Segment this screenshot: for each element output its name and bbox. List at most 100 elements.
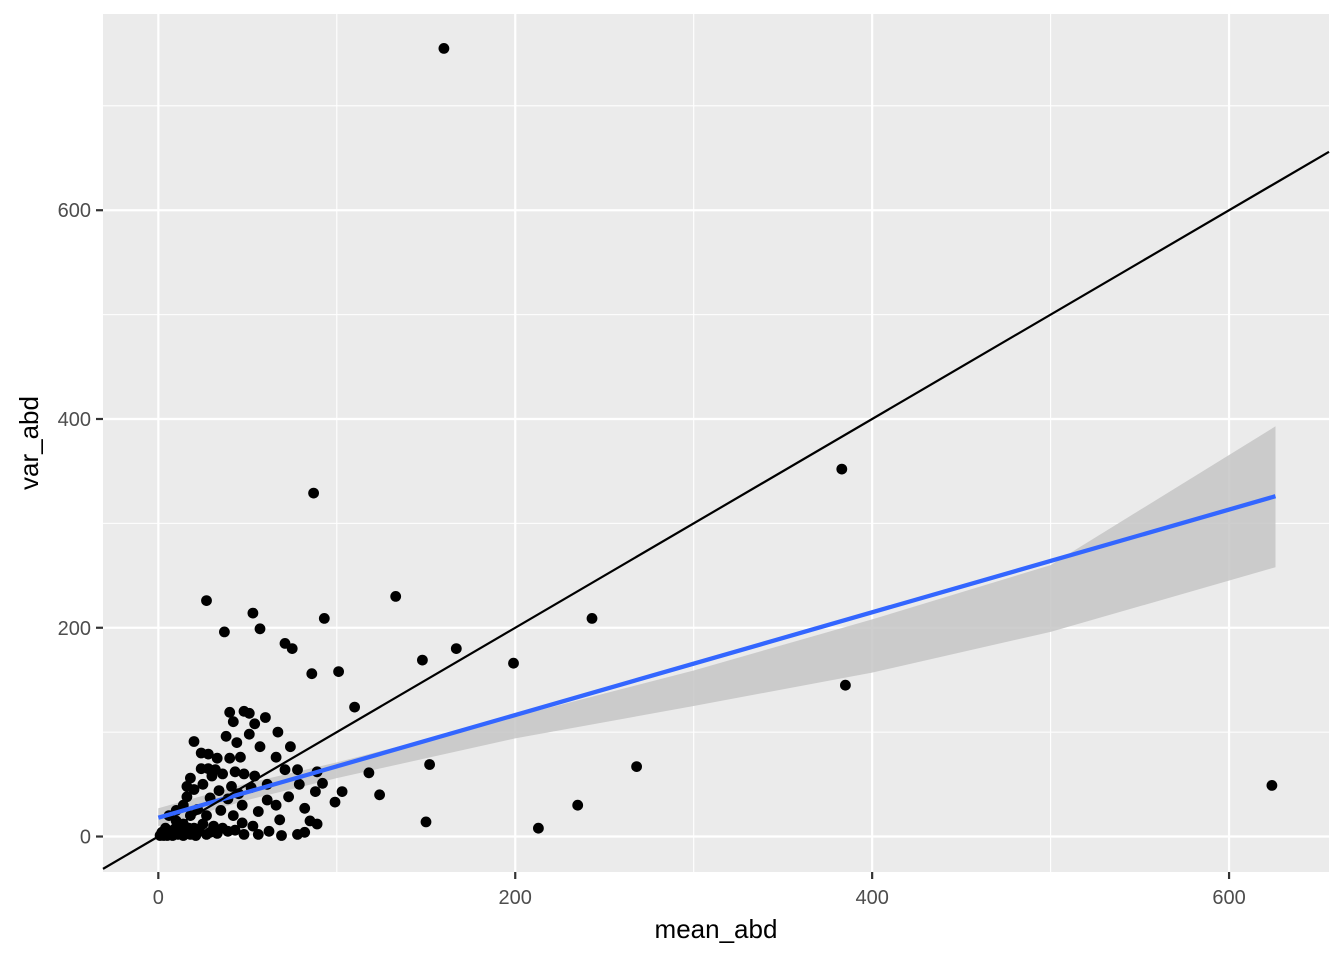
data-point — [299, 826, 311, 838]
data-point — [254, 623, 266, 635]
data-point — [229, 766, 241, 778]
data-point — [243, 728, 255, 740]
grid-minor — [103, 14, 1329, 872]
data-point — [270, 799, 282, 811]
fit-line-layer — [157, 494, 1277, 820]
data-point — [336, 786, 348, 797]
data-point — [220, 730, 232, 742]
data-point — [188, 736, 200, 747]
data-point — [276, 830, 287, 841]
data-point — [270, 751, 282, 763]
x-tick-label: 400 — [855, 887, 888, 909]
data-point — [572, 799, 584, 811]
fit-line — [157, 494, 1277, 820]
x-tick-label: 600 — [1212, 887, 1245, 909]
data-point — [206, 770, 218, 782]
data-point — [631, 761, 642, 772]
data-point — [317, 777, 328, 789]
data-point — [197, 778, 209, 790]
data-point — [201, 595, 212, 606]
y-tick-label: 0 — [80, 827, 91, 849]
data-point — [333, 666, 344, 677]
data-point — [417, 654, 428, 666]
data-point — [292, 764, 303, 776]
y-axis-title: var_abd — [14, 396, 44, 490]
y-tick-label: 400 — [58, 409, 91, 431]
x-tick-label: 200 — [499, 887, 532, 909]
data-point — [238, 768, 250, 780]
data-point — [263, 825, 275, 837]
data-point — [279, 764, 291, 776]
data-point — [286, 643, 298, 654]
data-point — [1266, 780, 1278, 791]
data-point — [201, 829, 212, 840]
data-point — [261, 794, 273, 806]
data-point — [252, 806, 264, 817]
data-point — [424, 759, 435, 770]
y-axis-ticks: 0 200 400 600 — [58, 200, 103, 849]
identity-line — [102, 150, 1330, 870]
data-point — [283, 791, 294, 803]
data-point — [224, 752, 236, 764]
data-point — [254, 741, 266, 753]
data-point — [222, 825, 234, 837]
data-point — [293, 778, 305, 790]
data-point — [310, 786, 321, 797]
data-point — [420, 816, 432, 828]
x-axis-ticks: 0 200 400 600 — [153, 872, 1246, 909]
data-point — [213, 785, 225, 796]
plot-panel — [103, 14, 1329, 872]
data-point — [211, 828, 223, 839]
y-tick-label: 600 — [58, 200, 91, 222]
data-point — [840, 679, 851, 691]
data-point — [211, 752, 223, 764]
data-point — [231, 737, 243, 748]
data-point — [188, 784, 200, 795]
grid-major — [103, 14, 1329, 872]
data-point — [247, 820, 259, 832]
data-point — [227, 716, 239, 728]
data-point — [450, 643, 462, 654]
data-point — [390, 591, 402, 602]
data-point — [219, 626, 230, 638]
data-point — [272, 726, 284, 738]
data-point — [299, 802, 311, 814]
data-point — [349, 701, 360, 713]
data-point — [226, 781, 237, 792]
data-point — [308, 487, 319, 499]
data-point — [252, 829, 264, 840]
data-point — [201, 810, 212, 821]
x-axis-title: mean_abd — [655, 914, 778, 944]
data-point — [236, 799, 248, 811]
data-point — [508, 657, 519, 669]
data-point — [238, 829, 250, 840]
data-point — [533, 822, 544, 834]
data-point — [374, 789, 385, 801]
data-point — [227, 810, 239, 821]
data-point — [318, 613, 330, 624]
data-point — [306, 668, 318, 680]
data-point — [249, 718, 261, 730]
data-point — [235, 751, 246, 763]
data-point — [181, 791, 193, 803]
data-point — [329, 796, 341, 808]
data-point — [224, 706, 236, 718]
data-point — [438, 43, 450, 54]
data-point — [190, 830, 202, 841]
data-point — [202, 748, 214, 760]
data-point — [236, 817, 248, 829]
data-point — [185, 772, 196, 784]
data-point — [247, 607, 259, 619]
identity-line-layer — [102, 150, 1330, 870]
data-point — [260, 712, 271, 723]
x-tick-label: 0 — [153, 887, 164, 909]
data-point — [215, 805, 227, 816]
data-point — [311, 818, 323, 830]
data-point — [243, 707, 255, 719]
data-point — [363, 767, 375, 779]
data-point — [274, 814, 286, 826]
y-tick-label: 200 — [58, 618, 91, 640]
data-point — [285, 741, 296, 753]
data-point — [586, 613, 598, 624]
